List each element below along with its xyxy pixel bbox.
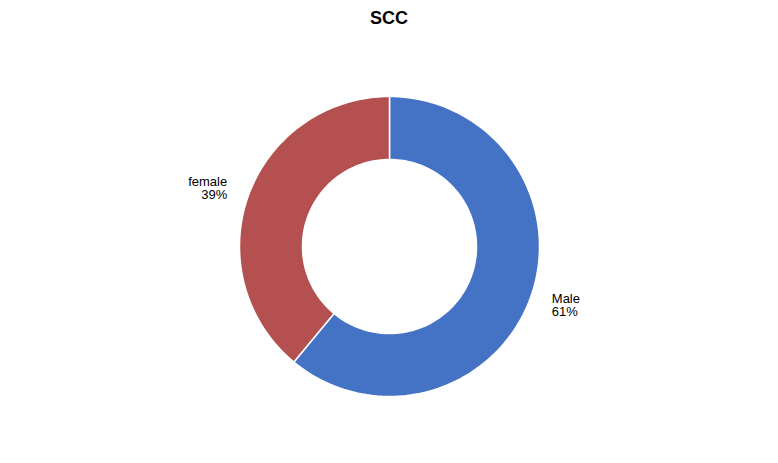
svg-text:Male61%: Male61% bbox=[552, 291, 580, 319]
html-text:SCC: SCC bbox=[370, 8, 408, 28]
svg-text:female39%: female39% bbox=[188, 174, 227, 202]
